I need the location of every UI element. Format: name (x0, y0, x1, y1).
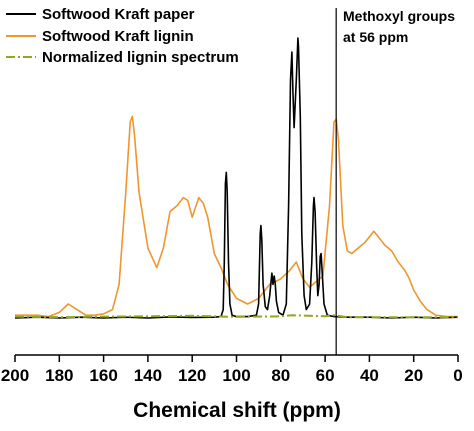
legend-label-kraft-paper: Softwood Kraft paper (42, 6, 195, 23)
methoxyl-annotation-line-2: at 56 ppm (343, 29, 408, 45)
legend-label-normalized-lignin: Normalized lignin spectrum (42, 49, 239, 66)
x-tick-label-160: 160 (89, 366, 117, 385)
legend: Softwood Kraft paper Softwood Kraft lign… (6, 6, 239, 66)
x-tick-label-180: 180 (45, 366, 73, 385)
x-axis-title: Chemical shift (ppm) (133, 399, 341, 422)
x-tick-label-200: 200 (1, 366, 29, 385)
x-tick-label-100: 100 (222, 366, 250, 385)
series-line-softwood-kraft-lignin (15, 115, 458, 318)
x-tick-label-80: 80 (271, 366, 290, 385)
x-tick-label-0: 0 (453, 366, 462, 385)
x-tick-label-40: 40 (360, 366, 379, 385)
series-line-normalized-lignin-spectrum (14, 314, 458, 319)
series-line-softwood-kraft-paper (14, 37, 459, 319)
x-tick-label-20: 20 (404, 366, 423, 385)
x-tick-label-120: 120 (178, 366, 206, 385)
legend-label-kraft-lignin: Softwood Kraft lignin (42, 28, 194, 45)
x-tick-label-60: 60 (316, 366, 335, 385)
x-tick-label-140: 140 (134, 366, 162, 385)
x-axis-ticks: 200 180 160 140 120 100 80 60 40 20 0 (1, 355, 463, 385)
methoxyl-annotation-line-1: Methoxyl groups (343, 8, 455, 24)
